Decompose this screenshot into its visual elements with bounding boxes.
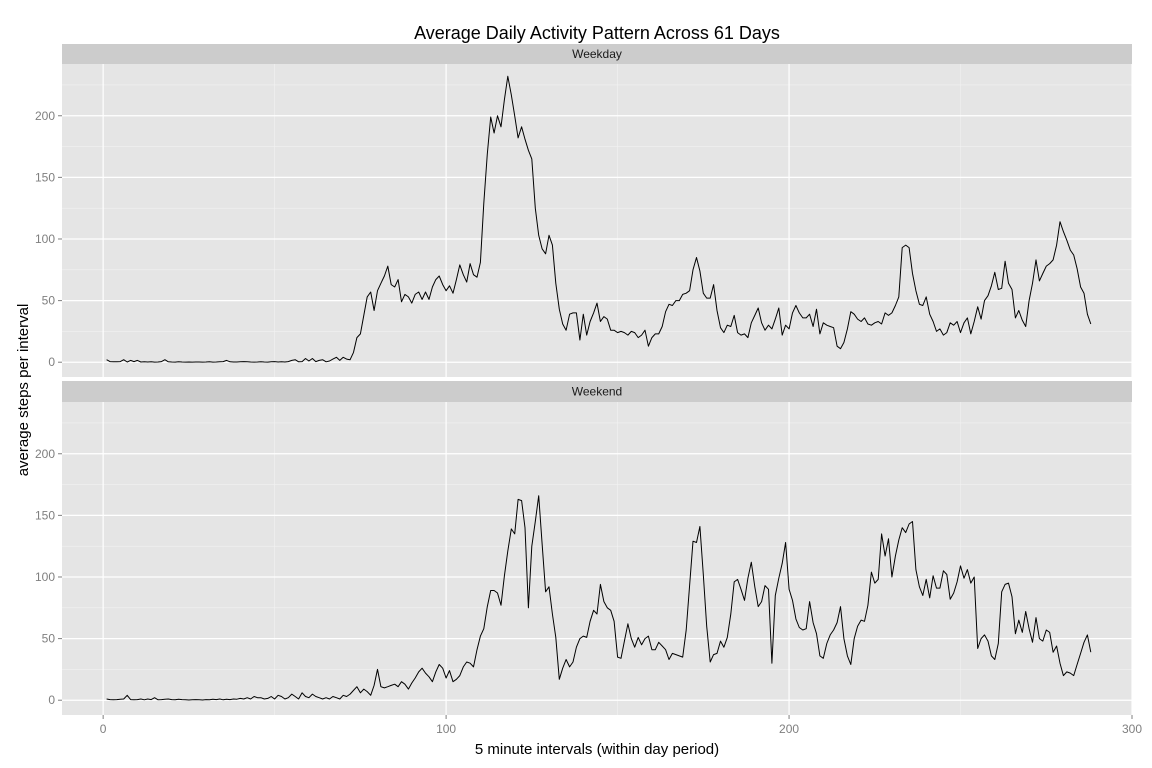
y-tick-label: 0 — [48, 355, 55, 369]
y-tick-label: 50 — [42, 294, 56, 308]
facet-strip-label: Weekday — [572, 47, 622, 61]
plot-panel-background — [62, 402, 1132, 715]
facet-strip-label: Weekend — [572, 385, 622, 399]
series-line — [106, 495, 1092, 701]
x-tick-label: 300 — [1122, 722, 1142, 736]
y-tick-label: 150 — [35, 170, 55, 184]
x-axis-title: 5 minute intervals (within day period) — [475, 741, 719, 758]
y-axis-title: average steps per interval — [15, 304, 32, 477]
x-tick-label: 0 — [100, 722, 107, 736]
panel-weekday: Weekday 0 50 100 150 200 — [35, 44, 1133, 377]
facet-strip — [62, 44, 1132, 64]
x-tick-label: 200 — [779, 722, 799, 736]
y-tick-label: 50 — [42, 632, 56, 646]
y-tick-label: 100 — [35, 570, 55, 584]
x-tick-label: 100 — [436, 722, 456, 736]
facet-strip — [62, 381, 1132, 402]
series-line — [106, 75, 1092, 363]
chart-title: Average Daily Activity Pattern Across 61… — [414, 23, 780, 43]
panel-weekend: Weekend 0 50 100 150 200 — [35, 381, 1133, 715]
x-axis: 0 100 200 300 — [100, 715, 1142, 736]
y-tick-label: 200 — [35, 447, 55, 461]
y-tick-label: 100 — [35, 232, 55, 246]
y-tick-label: 150 — [35, 508, 55, 522]
y-tick-label: 200 — [35, 109, 55, 123]
y-tick-label: 0 — [48, 693, 55, 707]
